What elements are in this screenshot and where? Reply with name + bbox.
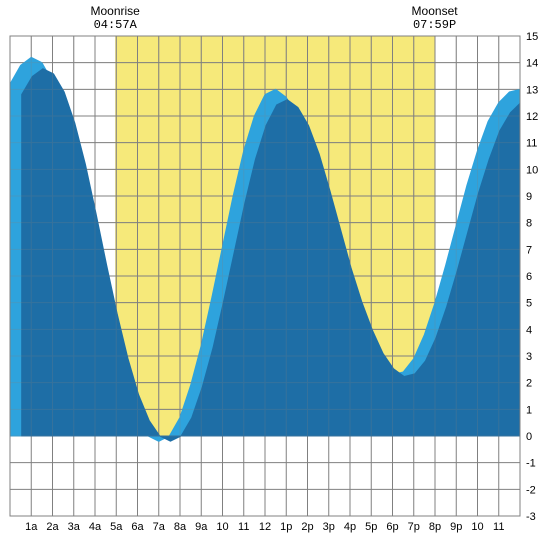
x-tick-label: 6p xyxy=(386,521,398,533)
y-tick-label: -1 xyxy=(526,458,536,470)
x-tick-label: 7p xyxy=(408,521,420,533)
annotation-moonset: Moonset 07:59P xyxy=(395,4,475,33)
x-tick-label: 2a xyxy=(46,521,59,533)
annotation-moonset-time: 07:59P xyxy=(395,18,475,32)
x-tick-label: 5p xyxy=(365,521,377,533)
x-tick-label: 12 xyxy=(259,521,271,533)
y-tick-label: -2 xyxy=(526,484,536,496)
y-tick-label: 7 xyxy=(526,244,532,256)
x-tick-label: 8a xyxy=(174,521,187,533)
x-tick-label: 6a xyxy=(131,521,144,533)
y-tick-label: 11 xyxy=(526,138,537,150)
y-tick-label: 13 xyxy=(526,84,538,96)
annotation-moonrise-title: Moonrise xyxy=(75,4,155,18)
y-tick-label: 6 xyxy=(526,271,532,283)
y-tick-label: -3 xyxy=(526,511,536,523)
y-tick-label: 14 xyxy=(526,58,538,70)
chart-svg: 1a2a3a4a5a6a7a8a9a1011121p2p3p4p5p6p7p8p… xyxy=(0,0,550,550)
annotation-moonrise-time: 04:57A xyxy=(75,18,155,32)
y-tick-label: 3 xyxy=(526,351,532,363)
x-tick-label: 4p xyxy=(344,521,356,533)
y-tick-label: 1 xyxy=(526,404,532,416)
x-tick-label: 11 xyxy=(238,521,249,533)
y-tick-label: 0 xyxy=(526,431,532,443)
y-tick-label: 8 xyxy=(526,218,532,230)
annotation-moonrise: Moonrise 04:57A xyxy=(75,4,155,33)
x-tick-label: 10 xyxy=(216,521,228,533)
x-tick-label: 3p xyxy=(323,521,335,533)
x-tick-label: 3a xyxy=(68,521,81,533)
x-tick-label: 1a xyxy=(25,521,38,533)
y-tick-label: 4 xyxy=(526,324,532,336)
x-tick-label: 10 xyxy=(471,521,483,533)
x-tick-label: 5a xyxy=(110,521,123,533)
y-tick-label: 15 xyxy=(526,31,538,43)
y-tick-label: 12 xyxy=(526,111,538,123)
x-tick-label: 9p xyxy=(450,521,462,533)
x-tick-label: 4a xyxy=(89,521,102,533)
x-tick-label: 11 xyxy=(493,521,504,533)
x-tick-label: 1p xyxy=(280,521,292,533)
y-tick-label: 5 xyxy=(526,298,532,310)
y-tick-label: 9 xyxy=(526,191,532,203)
x-tick-label: 7a xyxy=(153,521,166,533)
y-tick-label: 10 xyxy=(526,164,538,176)
tide-chart: 1a2a3a4a5a6a7a8a9a1011121p2p3p4p5p6p7p8p… xyxy=(0,0,550,550)
x-tick-label: 9a xyxy=(195,521,208,533)
annotation-moonset-title: Moonset xyxy=(395,4,475,18)
y-tick-label: 2 xyxy=(526,378,532,390)
x-tick-label: 8p xyxy=(429,521,441,533)
x-tick-label: 2p xyxy=(301,521,313,533)
